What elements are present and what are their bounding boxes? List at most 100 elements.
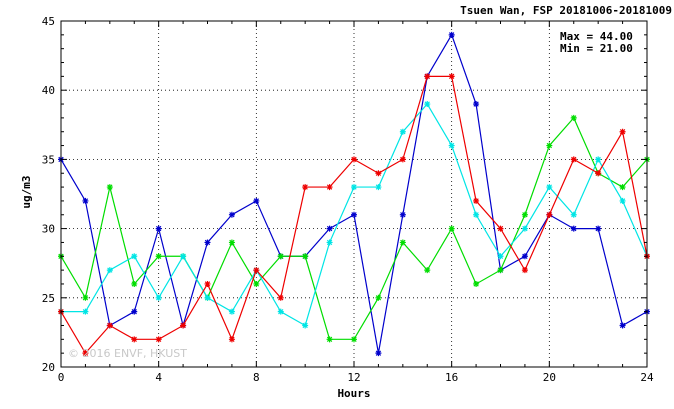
data-point	[155, 336, 162, 343]
data-point	[351, 336, 357, 343]
x-axis-label: Hours	[337, 387, 370, 400]
x-tick-label: 8	[253, 371, 260, 384]
data-point	[546, 211, 553, 218]
data-point	[521, 225, 528, 232]
data-point	[595, 170, 602, 177]
x-tick-label: 16	[445, 371, 458, 384]
x-tick-label: 0	[58, 371, 65, 384]
data-point	[351, 211, 357, 218]
data-point	[399, 128, 406, 135]
data-point	[253, 197, 260, 204]
data-point	[521, 253, 528, 260]
data-point	[277, 253, 284, 260]
data-point	[253, 280, 260, 287]
stats-min: Min = 21.00	[560, 42, 633, 55]
data-point	[131, 280, 138, 287]
data-point	[228, 308, 235, 315]
y-tick-label: 30	[42, 223, 55, 236]
data-point	[521, 211, 528, 218]
data-point	[155, 294, 162, 301]
data-point	[131, 253, 138, 260]
data-point	[82, 294, 89, 301]
data-point	[326, 225, 333, 232]
data-point	[302, 322, 309, 329]
data-point	[473, 101, 480, 108]
y-tick-label: 45	[42, 15, 55, 28]
data-point	[351, 156, 357, 163]
data-point	[375, 184, 382, 191]
data-point	[204, 239, 211, 246]
data-point	[180, 253, 187, 260]
x-tick-label: 4	[155, 371, 162, 384]
data-point	[619, 322, 626, 329]
grid-lines	[61, 21, 647, 367]
chart-title: Tsuen Wan, FSP 20181006-20181009	[460, 4, 672, 17]
data-point	[351, 184, 357, 191]
data-point	[375, 294, 382, 301]
data-point	[546, 184, 553, 191]
data-point	[473, 197, 480, 204]
data-point	[375, 350, 382, 357]
data-point	[497, 253, 504, 260]
data-point	[131, 308, 138, 315]
data-point	[131, 336, 138, 343]
data-point	[619, 197, 626, 204]
data-point	[595, 225, 602, 232]
data-point	[448, 225, 455, 232]
data-point	[253, 267, 260, 274]
data-point	[106, 322, 113, 329]
data-point	[326, 184, 333, 191]
data-point	[448, 31, 455, 38]
data-point	[82, 350, 89, 357]
data-point	[619, 128, 626, 135]
y-tick-label: 35	[42, 153, 55, 166]
y-tick-label: 40	[42, 84, 55, 97]
series-line	[60, 116, 648, 340]
data-point	[155, 225, 162, 232]
data-point	[521, 267, 528, 274]
data-point	[277, 308, 284, 315]
data-point	[326, 336, 333, 343]
axis-ticks: 0 4 8 12 16 20 24 20 25 30 35 40 45	[42, 15, 654, 384]
data-point	[546, 142, 553, 149]
data-point	[497, 225, 504, 232]
data-point	[204, 294, 211, 301]
data-point	[277, 294, 284, 301]
data-point	[473, 280, 480, 287]
data-point	[399, 211, 406, 218]
data-point	[570, 114, 577, 121]
data-point	[448, 142, 455, 149]
data-point	[570, 225, 577, 232]
y-tick-label: 20	[42, 361, 55, 374]
watermark: © 2016 ENVF, HKUST	[68, 347, 187, 360]
stats-max: Max = 44.00	[560, 30, 633, 43]
data-point	[424, 267, 431, 274]
data-point	[204, 280, 211, 287]
y-tick-label: 25	[42, 292, 55, 305]
data-point	[424, 73, 431, 80]
data-point	[619, 184, 626, 191]
data-point	[302, 253, 309, 260]
x-tick-label: 12	[347, 371, 360, 384]
x-tick-label: 24	[640, 371, 654, 384]
data-point	[155, 253, 162, 260]
x-tick-label: 20	[543, 371, 556, 384]
data-point	[326, 239, 333, 246]
data-point	[82, 308, 89, 315]
data-point	[106, 184, 113, 191]
data-point	[106, 267, 113, 274]
data-point	[375, 170, 382, 177]
data-point	[570, 211, 577, 218]
data-point	[570, 156, 577, 163]
data-point	[302, 184, 309, 191]
data-point	[399, 156, 406, 163]
data-point	[424, 101, 431, 108]
data-point	[473, 211, 480, 218]
data-point	[399, 239, 406, 246]
y-axis-label: ug/m3	[20, 175, 33, 208]
data-point	[82, 197, 89, 204]
data-point	[497, 267, 504, 274]
data-point	[448, 73, 455, 80]
data-point	[180, 322, 187, 329]
